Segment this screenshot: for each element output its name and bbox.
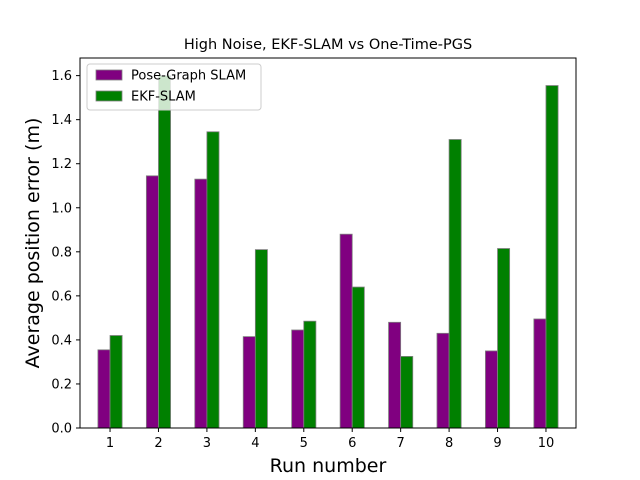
y-tick-label: 0.0	[51, 422, 72, 437]
bar-ekf-slam-run-1	[109, 335, 123, 429]
legend-label-pose-graph-slam: Pose-Graph SLAM	[131, 69, 246, 84]
bar-ekf-slam-run-2	[158, 75, 171, 429]
bar-ekf-slam-run-3	[206, 131, 220, 429]
bar-pose-graph-slam-run-3	[194, 178, 208, 429]
bar-pose-graph-slam-run-8	[436, 332, 450, 429]
bar-pose-graph-slam-run-2	[145, 175, 159, 429]
bars-layer	[97, 75, 559, 429]
bar-pose-graph-slam-run-9	[485, 350, 498, 429]
bar-ekf-slam-run-8	[448, 139, 462, 429]
x-tick-label: 4	[251, 436, 259, 451]
x-tick-label: 2	[154, 436, 162, 451]
y-tick-label: 1.0	[51, 201, 72, 216]
y-axis-label: Average position error (m)	[22, 118, 44, 369]
x-axis-label: Run number	[270, 455, 387, 477]
x-tick-label: 8	[445, 436, 453, 451]
legend-label-ekf-slam: EKF-SLAM	[131, 90, 196, 105]
y-tick-label: 1.6	[51, 69, 72, 84]
x-tick-label: 3	[203, 436, 211, 451]
y-tick-label: 0.4	[51, 333, 72, 348]
legend: Pose-Graph SLAM EKF-SLAM	[86, 63, 262, 111]
x-tick-label: 1	[106, 436, 114, 451]
x-tick-label: 7	[397, 436, 405, 451]
bar-pose-graph-slam-run-7	[388, 321, 402, 429]
bar-ekf-slam-run-6	[351, 286, 365, 429]
y-tick-label: 0.6	[51, 289, 72, 304]
legend-swatch-pose-graph-slam	[95, 69, 123, 81]
x-tick-label: 10	[538, 436, 555, 451]
y-tick-label: 1.4	[51, 113, 72, 128]
y-tick-label: 1.2	[51, 157, 72, 172]
bar-pose-graph-slam-run-1	[97, 349, 111, 429]
x-tick-label: 6	[348, 436, 356, 451]
bar-pose-graph-slam-run-6	[339, 233, 353, 429]
y-axis: 0.0 0.2 0.4 0.6 0.8 1.0 1.2 1.4 1.6	[51, 69, 80, 437]
bar-ekf-slam-run-5	[303, 320, 317, 429]
bar-ekf-slam-run-9	[497, 248, 511, 429]
bar-ekf-slam-run-7	[400, 356, 414, 429]
x-axis: 1 2 3 4 5 6 7 8 9 10	[106, 428, 554, 451]
y-tick-label: 0.8	[51, 245, 72, 260]
bar-ekf-slam-run-4	[254, 249, 268, 429]
bar-pose-graph-slam-run-5	[291, 329, 305, 429]
bar-ekf-slam-run-10	[545, 85, 559, 429]
legend-box	[86, 63, 262, 111]
y-tick-label: 0.2	[51, 377, 72, 392]
plot-frame	[79, 57, 577, 429]
chart-title: High Noise, EKF-SLAM vs One-Time-PGS	[184, 37, 472, 53]
x-tick-label: 5	[300, 436, 308, 451]
x-tick-label: 9	[493, 436, 501, 451]
bar-pose-graph-slam-run-4	[242, 336, 256, 429]
legend-swatch-ekf-slam	[95, 90, 123, 102]
bar-pose-graph-slam-run-10	[533, 318, 547, 429]
